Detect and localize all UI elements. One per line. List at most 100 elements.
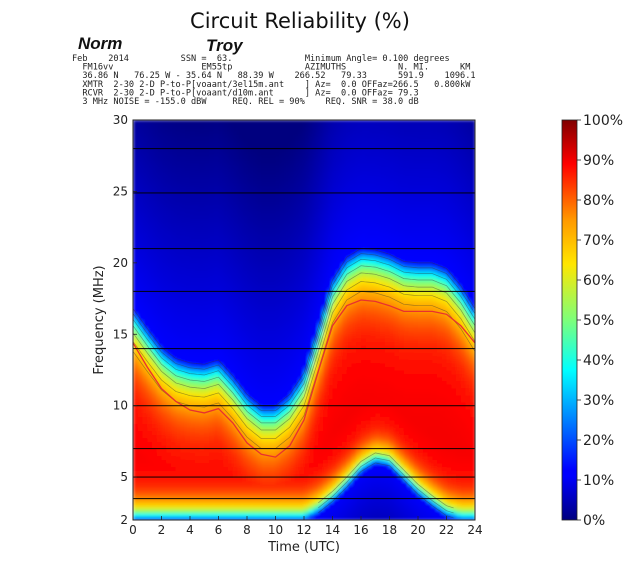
heat-cell: [327, 416, 334, 421]
heat-cell: [204, 498, 210, 503]
heat-cell: [142, 123, 148, 128]
heat-cell: [342, 452, 348, 457]
heat-cell: [342, 430, 348, 435]
heat-cell: [270, 491, 277, 496]
heat-cell: [332, 334, 338, 339]
heat-cell: [285, 312, 291, 318]
heat-cell: [242, 209, 248, 214]
heat-cell: [280, 459, 286, 464]
heat-cell: [209, 159, 215, 164]
heat-cell: [327, 302, 334, 307]
heat-cell: [313, 312, 319, 318]
heat-cell: [152, 202, 158, 207]
heat-cell: [247, 505, 253, 510]
heat-cell: [247, 191, 253, 196]
heat-cell: [152, 234, 158, 239]
heat-cell: [204, 380, 210, 385]
heat-cell: [275, 323, 281, 328]
heat-cell: [185, 234, 191, 239]
heat-cell: [299, 148, 305, 153]
heat-cell: [171, 334, 177, 339]
heat-cell: [332, 130, 338, 135]
heat-cell: [199, 484, 205, 489]
heat-cell: [299, 291, 305, 296]
heat-cell: [180, 137, 186, 143]
heat-cell: [232, 141, 239, 146]
heat-cell: [147, 480, 153, 485]
heat-cell: [152, 370, 158, 375]
heat-cell: [337, 437, 343, 443]
heat-cell: [308, 134, 315, 139]
heat-cell: [327, 170, 334, 175]
heat-cell: [185, 284, 191, 289]
heat-cell: [185, 280, 191, 285]
heat-cell: [185, 248, 191, 253]
heat-cell: [308, 337, 315, 343]
heat-cell: [251, 370, 258, 375]
heat-cell: [242, 480, 248, 485]
heat-cell: [270, 452, 277, 457]
heat-cell: [256, 387, 262, 393]
heat-cell: [142, 245, 148, 250]
heat-cell: [313, 245, 319, 250]
heat-cell: [251, 427, 258, 432]
heat-cell: [199, 355, 205, 360]
heat-cell: [204, 205, 210, 210]
heat-cell: [318, 337, 324, 343]
heat-cell: [251, 159, 258, 164]
heat-cell: [142, 377, 148, 382]
heat-cell: [209, 487, 215, 493]
heat-cell: [237, 502, 243, 507]
heat-cell: [247, 234, 253, 239]
heat-cell: [266, 312, 272, 318]
heat-cell: [142, 209, 148, 214]
heat-cell: [137, 127, 144, 132]
heat-cell: [323, 216, 329, 221]
heat-cell: [323, 312, 329, 318]
heat-cell: [294, 391, 300, 396]
heat-cell: [194, 430, 201, 435]
heat-cell: [180, 498, 186, 503]
heat-cell: [308, 320, 315, 325]
heat-cell: [337, 198, 343, 203]
heat-cell: [285, 423, 291, 428]
heat-cell: [137, 448, 144, 453]
heat-cell: [280, 252, 286, 257]
heat-cell: [270, 266, 277, 271]
heat-cell: [133, 223, 139, 228]
heat-cell: [166, 512, 172, 518]
heat-cell: [261, 295, 267, 300]
heat-cell: [199, 362, 205, 368]
heat-cell: [247, 134, 253, 139]
heat-cell: [327, 212, 334, 218]
heat-cell: [137, 402, 144, 407]
heat-cell: [337, 302, 343, 307]
heat-cell: [251, 462, 258, 468]
heat-cell: [327, 234, 334, 239]
heat-cell: [327, 295, 334, 300]
heat-cell: [156, 120, 163, 125]
heat-cell: [194, 348, 201, 353]
heat-cell: [209, 195, 215, 200]
heat-cell: [194, 362, 201, 368]
heat-cell: [199, 177, 205, 182]
heat-cell: [209, 491, 215, 496]
heat-cell: [232, 195, 239, 200]
heat-cell: [190, 320, 196, 325]
heat-cell: [308, 127, 315, 132]
heat-cell: [270, 448, 277, 453]
heat-cell: [299, 137, 305, 143]
heat-cell: [185, 337, 191, 343]
heat-cell: [171, 430, 177, 435]
heat-cell: [209, 209, 215, 214]
heat-cell: [247, 205, 253, 210]
heat-cell: [147, 462, 153, 468]
heat-cell: [247, 305, 253, 310]
heat-cell: [194, 270, 201, 275]
heat-cell: [213, 302, 220, 307]
heat-cell: [161, 162, 167, 168]
heat-cell: [256, 395, 262, 400]
heat-cell: [185, 309, 191, 314]
heat-cell: [190, 423, 196, 428]
heat-cell: [180, 227, 186, 232]
